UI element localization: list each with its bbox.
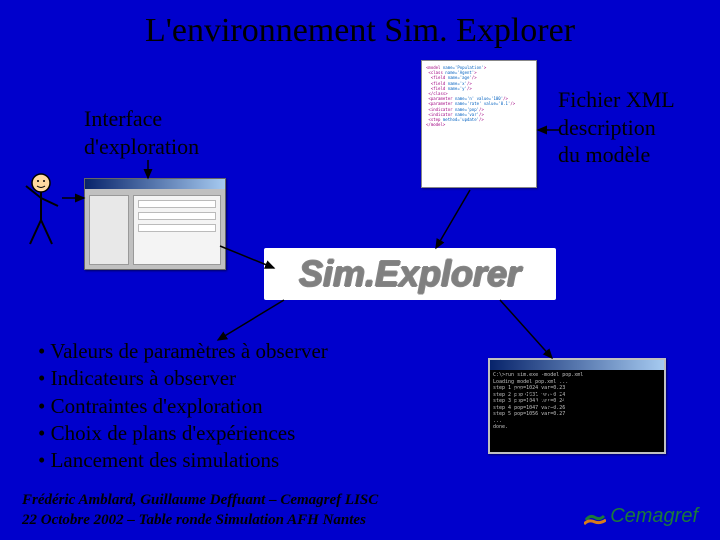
program-label-line1: Programme de [514,383,643,408]
simexplorer-logo: Sim.Explorer [264,248,556,300]
bullet-item: • Lancement des simulations [38,447,328,474]
cemagref-logo: Cemagref [584,505,698,528]
arrow-logo-to-bullets [218,300,284,340]
footer-credits: Frédéric Amblard, Guillaume Deffuant – C… [22,491,378,530]
xml-screenshot: <model name='Population'> <class name='A… [421,60,537,188]
bullet-item: • Valeurs de paramètres à observer [38,338,328,365]
footer-line2: 22 Octobre 2002 – Table ronde Simulation… [22,512,366,528]
footer-line1: Frédéric Amblard, Guillaume Deffuant – C… [22,492,378,508]
slide-title: L'environnement Sim. Explorer [0,12,720,50]
interface-label-line2: d'exploration [84,134,199,159]
bullet-item: • Choix de plans d'expériences [38,420,328,447]
xml-label: Fichier XML description du modèle [558,86,675,169]
cemagref-text: Cemagref [610,505,698,528]
cemagref-icon [584,506,606,528]
bullet-item: • Indicateurs à observer [38,365,328,392]
program-label: Programme de simulation [514,382,643,437]
program-label-line2: simulation [514,411,607,436]
interface-label-line1: Interface [84,106,162,131]
simexplorer-logo-text: Sim.Explorer [299,253,521,295]
xml-label-line3: du modèle [558,142,650,167]
bullet-list: • Valeurs de paramètres à observer • Ind… [38,338,328,474]
arrow-logo-to-console [500,300,552,358]
stickman-icon [18,172,64,248]
arrow-xmldoc-to-logo [436,190,470,248]
interface-screenshot [84,178,226,270]
xml-label-line2: description [558,115,656,140]
interface-label: Interface d'exploration [84,105,199,160]
xml-label-line1: Fichier XML [558,87,675,112]
bullet-item: • Contraintes d'exploration [38,393,328,420]
